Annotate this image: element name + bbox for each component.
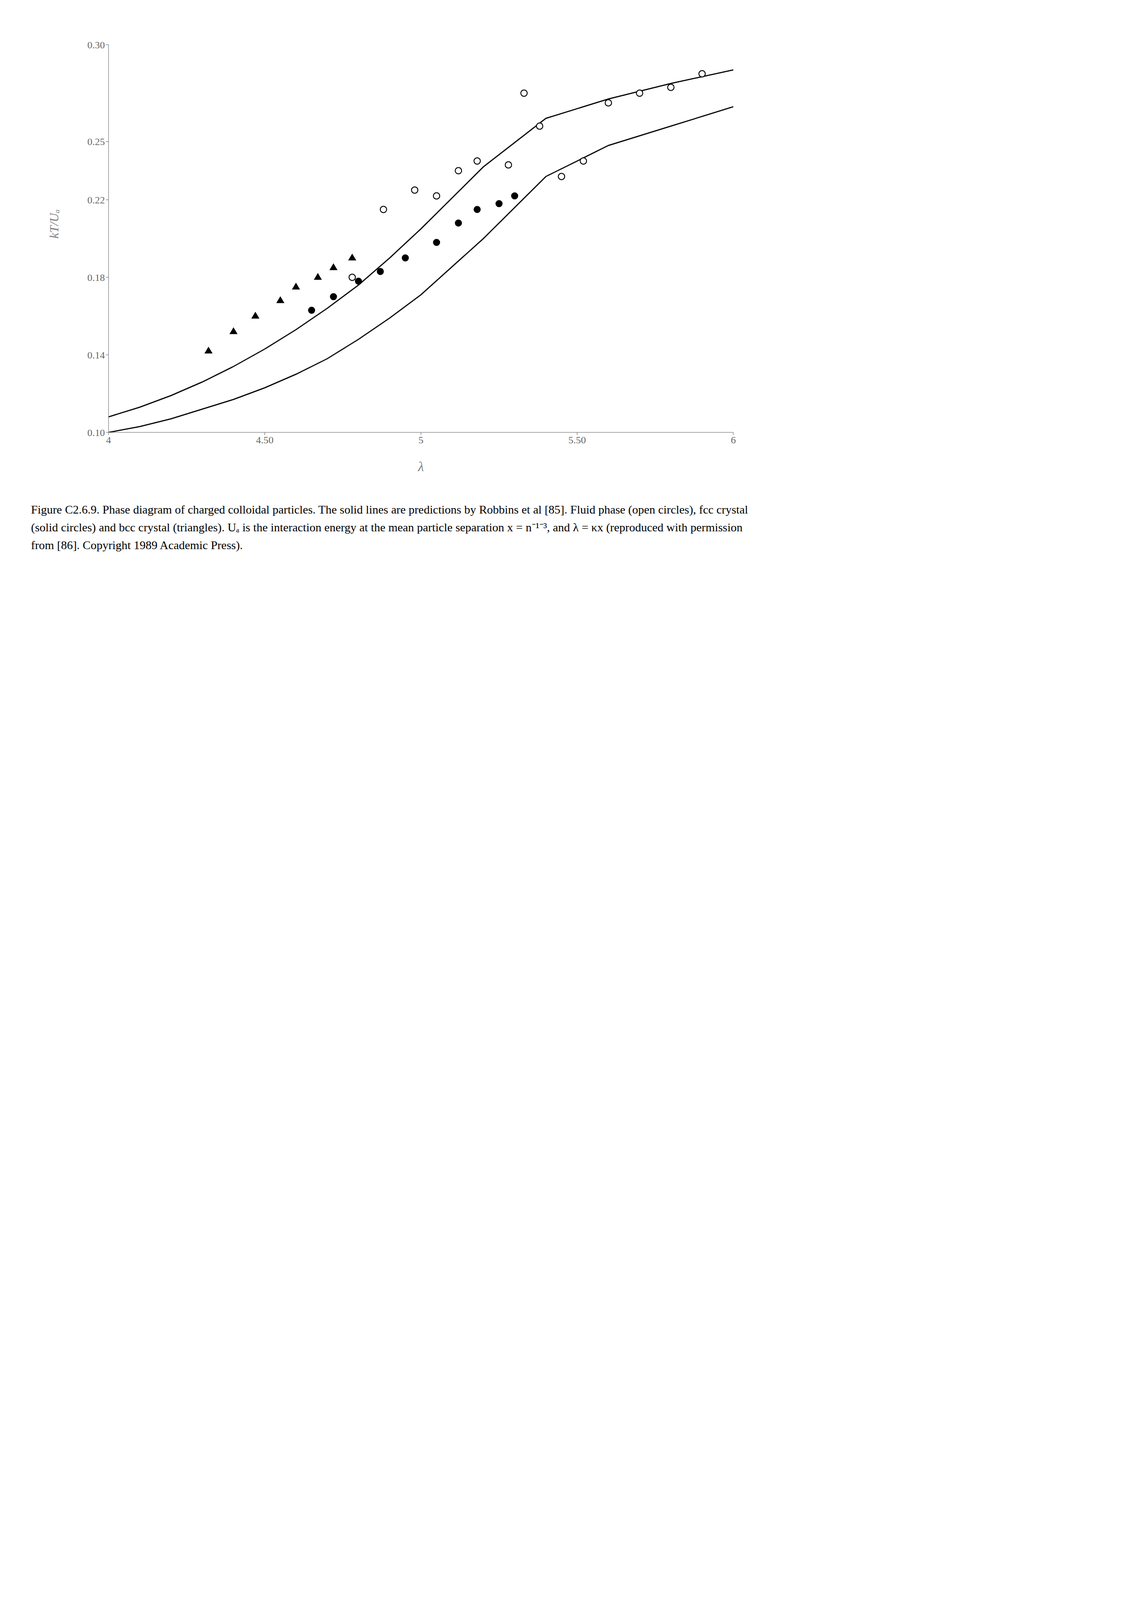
svg-text:4: 4 [106,434,112,446]
html-text:Figure C2.6.9. Phase diagram o: Figure C2.6.9. Phase diagram of charged … [31,503,749,552]
svg-text:0.14: 0.14 [87,349,106,361]
svg-text:kT/Uₐ: kT/Uₐ [46,209,62,239]
svg-text:λ: λ [417,458,425,474]
svg-text:5: 5 [418,434,424,446]
svg-text:5.50: 5.50 [568,434,587,446]
svg-text:0.10: 0.10 [87,426,106,439]
svg-text:4.50: 4.50 [255,434,274,446]
svg-text:6: 6 [731,434,737,446]
svg-text:0.18: 0.18 [87,271,106,284]
svg-text:0.22: 0.22 [87,194,106,206]
svg-text:0.25: 0.25 [87,135,106,148]
svg-text:0.30: 0.30 [87,39,106,51]
